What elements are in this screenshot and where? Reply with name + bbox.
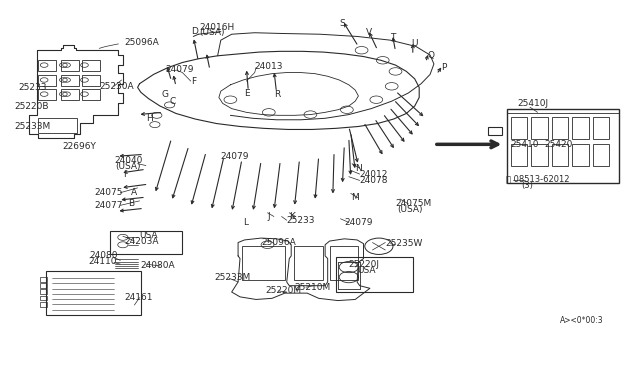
Bar <box>82 75 100 86</box>
Bar <box>38 89 56 100</box>
Text: (USA): (USA) <box>200 28 225 37</box>
Bar <box>294 246 323 280</box>
Text: 24110: 24110 <box>88 257 117 266</box>
Text: 24040: 24040 <box>114 156 142 165</box>
Text: 24161: 24161 <box>125 293 154 302</box>
Text: 24079: 24079 <box>344 218 373 227</box>
Text: C: C <box>170 97 176 106</box>
Bar <box>507 109 619 183</box>
Text: A><0*00:3: A><0*00:3 <box>560 316 604 325</box>
Bar <box>40 302 47 307</box>
Text: R: R <box>274 90 280 99</box>
Bar <box>40 283 47 288</box>
Bar <box>593 144 609 166</box>
Bar <box>40 289 47 294</box>
Bar <box>61 75 79 86</box>
Text: (USA): (USA) <box>115 162 141 171</box>
Bar <box>61 89 79 100</box>
Text: 25410: 25410 <box>511 140 540 149</box>
Text: 25220B: 25220B <box>14 102 49 110</box>
Text: USA: USA <box>140 231 158 240</box>
Text: 25410J: 25410J <box>517 99 548 108</box>
Text: 25230A: 25230A <box>99 82 134 91</box>
Text: S: S <box>339 19 345 28</box>
Bar <box>336 257 413 292</box>
Text: G: G <box>161 90 168 99</box>
Text: 24077: 24077 <box>95 201 124 210</box>
Text: 25220M: 25220M <box>266 286 301 295</box>
Text: D: D <box>191 27 198 36</box>
Text: L: L <box>243 218 248 227</box>
Text: M: M <box>351 193 358 202</box>
Text: Q: Q <box>428 51 435 60</box>
Text: 24075: 24075 <box>95 188 124 197</box>
Text: 24079: 24079 <box>165 65 194 74</box>
Text: (3): (3) <box>522 181 534 190</box>
Text: 24013: 24013 <box>255 62 284 71</box>
Text: 24012: 24012 <box>360 170 388 179</box>
Bar <box>242 246 285 280</box>
Text: N: N <box>355 164 362 173</box>
Text: T: T <box>390 33 396 42</box>
Bar <box>593 117 609 139</box>
Text: 25233M: 25233M <box>214 273 251 282</box>
Text: 24075M: 24075M <box>396 199 432 208</box>
Text: P: P <box>442 63 447 72</box>
Text: A: A <box>131 188 138 197</box>
Text: B: B <box>128 199 134 208</box>
Bar <box>38 75 56 86</box>
Bar <box>511 117 527 139</box>
Text: F: F <box>191 77 196 86</box>
Bar <box>38 60 56 71</box>
Text: 25235W: 25235W <box>385 239 422 248</box>
Text: H: H <box>146 114 153 123</box>
Bar <box>40 296 47 300</box>
Bar <box>40 277 47 282</box>
Bar <box>38 118 77 133</box>
Text: 25233: 25233 <box>18 83 47 92</box>
Bar <box>572 117 589 139</box>
Text: USA: USA <box>357 266 376 275</box>
Text: E: E <box>244 89 250 98</box>
Text: 25220J: 25220J <box>349 260 380 269</box>
Text: K: K <box>289 212 295 221</box>
Bar <box>572 144 589 166</box>
Text: 25420: 25420 <box>544 140 572 149</box>
Bar <box>552 117 568 139</box>
Text: 24079: 24079 <box>221 153 250 161</box>
Text: 24080A: 24080A <box>141 262 175 270</box>
Text: 24080: 24080 <box>90 251 118 260</box>
Bar <box>110 231 182 254</box>
Text: 25096A: 25096A <box>125 38 159 47</box>
Bar <box>330 246 358 280</box>
Text: (USA): (USA) <box>397 205 422 214</box>
Bar <box>531 144 548 166</box>
Bar <box>552 144 568 166</box>
Bar <box>82 60 100 71</box>
Text: 25233: 25233 <box>287 216 316 225</box>
Bar <box>511 144 527 166</box>
Bar <box>531 117 548 139</box>
Text: I: I <box>123 170 125 179</box>
Bar <box>61 60 79 71</box>
Text: U: U <box>411 39 417 48</box>
Text: ⓝ 08513-62012: ⓝ 08513-62012 <box>506 175 569 184</box>
Text: 24016H: 24016H <box>200 23 235 32</box>
Text: 24203A: 24203A <box>125 237 159 246</box>
Text: 25096A: 25096A <box>261 238 296 247</box>
Text: V: V <box>366 28 372 37</box>
Bar <box>82 89 100 100</box>
Text: 22696Y: 22696Y <box>63 142 97 151</box>
Text: 25233M: 25233M <box>14 122 51 131</box>
Text: J: J <box>268 212 270 221</box>
Bar <box>46 271 141 315</box>
Bar <box>488 127 502 135</box>
Text: 24078: 24078 <box>360 176 388 185</box>
Text: 25210M: 25210M <box>294 283 331 292</box>
